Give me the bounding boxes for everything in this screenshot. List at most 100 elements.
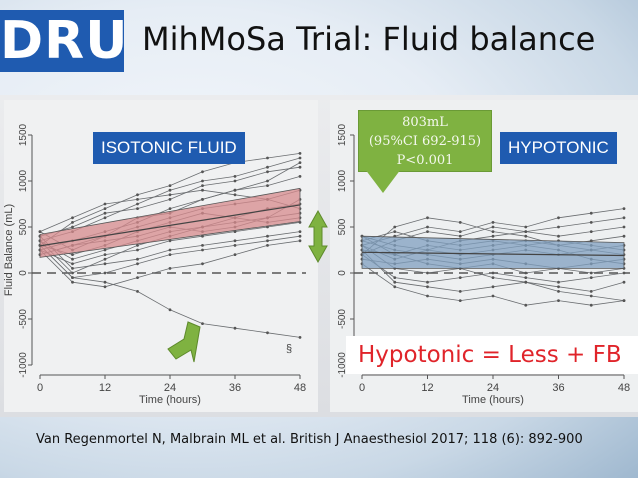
patient-point bbox=[71, 267, 74, 270]
patient-point bbox=[71, 280, 74, 284]
patient-point bbox=[168, 239, 172, 243]
x-tick-label: 12 bbox=[99, 382, 111, 394]
x-tick-label: 12 bbox=[421, 382, 433, 394]
patient-point bbox=[266, 244, 269, 247]
patient-point bbox=[103, 285, 107, 289]
patient-point bbox=[622, 271, 626, 275]
patient-point bbox=[103, 271, 107, 275]
patient-point bbox=[589, 271, 593, 275]
patient-point bbox=[524, 276, 528, 279]
patient-point bbox=[233, 253, 237, 256]
brand-logo: DRUG bbox=[0, 10, 124, 72]
patient-point bbox=[103, 216, 107, 220]
patient-point bbox=[201, 170, 204, 174]
mean-line bbox=[39, 204, 301, 247]
y-tick-label: 1500 bbox=[337, 123, 348, 146]
x-tick-label: 24 bbox=[164, 382, 176, 394]
patient-point bbox=[103, 207, 107, 211]
patient-point bbox=[136, 290, 139, 293]
patient-point bbox=[201, 188, 204, 192]
callout-line-2: (95%CI 692-915) bbox=[368, 134, 482, 149]
patient-point bbox=[266, 234, 269, 238]
patient-point bbox=[524, 230, 528, 234]
patient-point bbox=[136, 193, 139, 197]
patient-point bbox=[458, 276, 462, 279]
patient-point bbox=[233, 193, 237, 197]
patient-point bbox=[557, 234, 560, 238]
y-tick-label: 500 bbox=[18, 218, 29, 235]
patient-point bbox=[622, 216, 626, 220]
patient-point bbox=[71, 271, 74, 275]
patient-point bbox=[426, 271, 429, 275]
patient-point bbox=[557, 225, 560, 229]
patient-point bbox=[71, 276, 74, 279]
patient-point bbox=[168, 184, 172, 188]
patient-point bbox=[233, 179, 237, 183]
patient-point bbox=[136, 276, 139, 279]
patient-point bbox=[458, 299, 462, 302]
patient-point bbox=[491, 294, 495, 298]
patient-point bbox=[589, 230, 593, 234]
patient-point bbox=[426, 225, 429, 229]
patient-point bbox=[103, 202, 107, 206]
patient-point bbox=[524, 225, 528, 229]
confidence-band bbox=[361, 235, 625, 269]
patient-point bbox=[71, 225, 74, 229]
patient-point bbox=[201, 234, 204, 238]
result-callout: 803mL (95%CI 692-915) P<0.001 bbox=[358, 110, 492, 193]
patient-point bbox=[103, 262, 107, 266]
x-tick-label: 36 bbox=[552, 382, 564, 394]
patient-point bbox=[233, 326, 237, 330]
patient-point bbox=[233, 239, 237, 243]
patient-point bbox=[71, 262, 74, 266]
isotonic-label: ISOTONIC FLUID bbox=[93, 132, 245, 164]
patient-point bbox=[168, 253, 172, 256]
y-tick-label: -500 bbox=[337, 309, 348, 329]
patient-point bbox=[168, 188, 172, 192]
confidence-band bbox=[39, 187, 301, 258]
patient-point bbox=[201, 248, 204, 252]
pointer-arrow-icon bbox=[167, 321, 201, 363]
patient-point bbox=[491, 225, 495, 229]
patient-point bbox=[524, 271, 528, 275]
patient-point bbox=[622, 234, 626, 238]
patient-point bbox=[298, 239, 302, 243]
patient-point bbox=[589, 211, 593, 215]
patient-point bbox=[266, 184, 269, 188]
patient-point bbox=[233, 244, 237, 247]
y-tick-label: 0 bbox=[337, 270, 348, 276]
y-tick-label: 1000 bbox=[18, 169, 29, 192]
patient-point bbox=[71, 216, 74, 220]
mean-line bbox=[361, 251, 625, 257]
patient-point bbox=[589, 294, 593, 298]
patient-point bbox=[136, 262, 139, 266]
x-tick-label: 48 bbox=[294, 382, 306, 394]
patient-point bbox=[103, 253, 107, 256]
patient-point bbox=[103, 211, 107, 215]
patient-point bbox=[426, 280, 429, 284]
patient-point bbox=[136, 198, 139, 201]
patient-point bbox=[266, 179, 269, 183]
citation: Van Regenmortel N, Malbrain ML et al. Br… bbox=[36, 432, 583, 447]
patient-point bbox=[557, 285, 560, 289]
patient-point bbox=[136, 248, 139, 252]
patient-point bbox=[589, 290, 593, 293]
section-symbol: § bbox=[286, 343, 292, 355]
patient-point bbox=[491, 221, 495, 224]
patient-point bbox=[136, 207, 139, 211]
patient-point bbox=[622, 280, 626, 284]
patient-point bbox=[266, 331, 269, 335]
patient-point bbox=[168, 248, 172, 252]
difference-arrow-icon bbox=[308, 209, 328, 264]
patient-point bbox=[458, 230, 462, 234]
x-tick-label: 24 bbox=[487, 382, 499, 394]
y-tick-label: 0 bbox=[18, 270, 29, 276]
callout-line-1: 803mL bbox=[402, 115, 448, 130]
patient-point bbox=[426, 230, 429, 234]
patient-point bbox=[491, 271, 495, 275]
x-axis-label: Time (hours) bbox=[462, 394, 524, 406]
patient-point bbox=[622, 299, 626, 302]
patient-point bbox=[557, 280, 560, 284]
patient-point bbox=[103, 280, 107, 284]
patient-point bbox=[103, 248, 107, 252]
